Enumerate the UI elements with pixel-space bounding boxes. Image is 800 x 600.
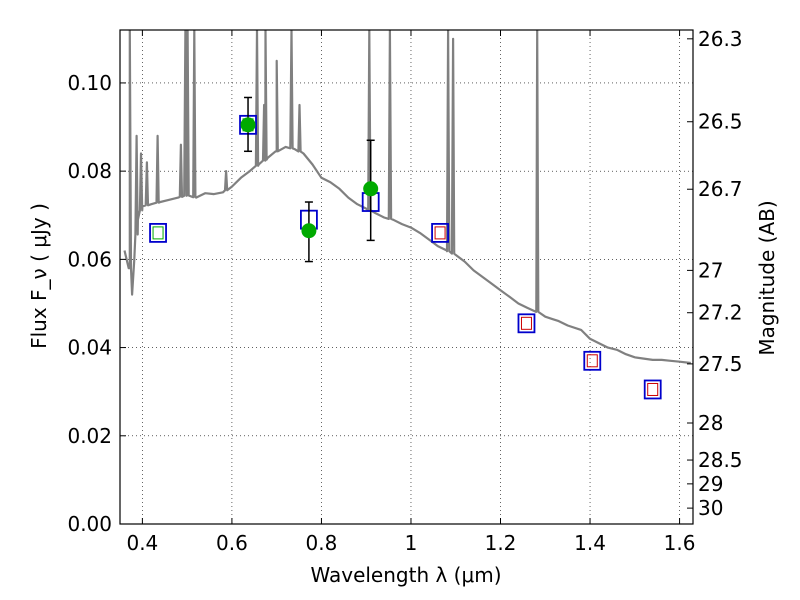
observed-point <box>301 223 317 239</box>
x-tick-label: 1 <box>405 531 418 555</box>
y-tick-label: 0.10 <box>67 71 112 95</box>
model-spectrum-line <box>123 30 691 365</box>
x-axis-ticks: 0.4 0.6 0.8 1 1.2 1.4 1.6 <box>126 30 695 555</box>
model-photometry <box>149 114 662 400</box>
x-tick-label: 1.2 <box>485 531 517 555</box>
y2-tick-label: 29 <box>698 472 723 496</box>
plot-frame <box>119 29 694 525</box>
y2-tick-label: 26.5 <box>698 110 743 134</box>
y2-tick-label: 27.2 <box>698 301 743 325</box>
x-axis-label: Wavelength λ (μm) <box>310 563 501 587</box>
y-axis-ticks: 0.00 0.02 0.04 0.06 0.08 0.10 <box>67 71 126 536</box>
y-tick-label: 0.06 <box>67 247 112 271</box>
y-tick-label: 0.02 <box>67 424 112 448</box>
model-photometry-inner-box <box>152 226 164 240</box>
y2-axis-label: Magnitude (AB) <box>755 200 779 355</box>
y2-tick-label: 26.3 <box>698 27 743 51</box>
y-axis-label: Flux F_ν ( μJy ) <box>27 203 51 349</box>
y2-tick-label: 28.5 <box>698 448 743 472</box>
model-spectrum <box>123 30 691 365</box>
model-photometry-box <box>583 350 602 371</box>
x-tick-label: 0.8 <box>306 531 338 555</box>
observed-points <box>240 96 379 263</box>
grid <box>120 30 693 525</box>
model-photometry-box <box>431 222 449 243</box>
model-photometry-box <box>643 379 662 400</box>
model-photometry-inner-box <box>434 226 446 240</box>
model-photometry-box <box>517 313 536 334</box>
x-tick-label: 1.6 <box>664 531 696 555</box>
y2-tick-label: 27 <box>698 258 723 282</box>
x-tick-label: 0.6 <box>216 531 248 555</box>
x-tick-label: 1.4 <box>574 531 606 555</box>
observed-point <box>363 181 379 197</box>
y2-tick-label: 28 <box>698 411 723 435</box>
y-tick-label: 0.08 <box>67 159 112 183</box>
model-photometry-inner-box <box>586 354 598 368</box>
observed-point <box>240 117 256 133</box>
model-photometry-box <box>149 222 167 243</box>
y2-tick-label: 26.7 <box>698 177 743 201</box>
model-photometry-inner-box <box>520 316 532 330</box>
y-tick-label: 0.00 <box>67 512 112 536</box>
x-tick-label: 0.4 <box>126 531 158 555</box>
y2-tick-label: 30 <box>698 496 723 520</box>
y-tick-label: 0.04 <box>67 336 112 360</box>
y2-tick-label: 27.5 <box>698 352 743 376</box>
model-photometry-inner-box <box>647 382 659 396</box>
